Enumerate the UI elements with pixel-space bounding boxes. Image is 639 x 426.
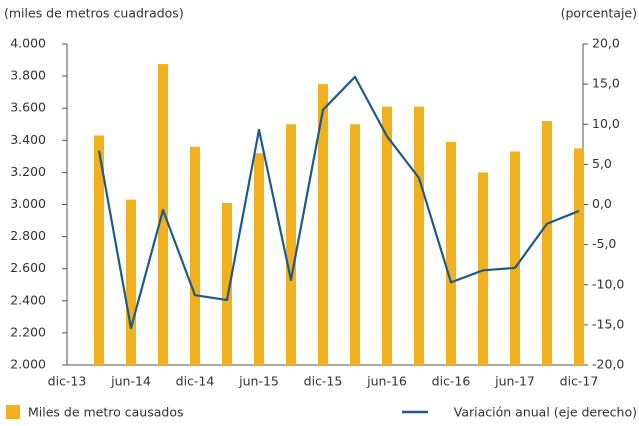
legend-label: Miles de metro causados — [28, 405, 183, 420]
y-tick-label: 3.200 — [10, 164, 46, 179]
y2-tick-label: -5,0 — [592, 236, 616, 251]
legend-label: Variación anual (eje derecho) — [454, 405, 637, 420]
y-tick-label: 3.600 — [10, 100, 46, 115]
bar — [94, 135, 104, 365]
line — [97, 75, 580, 330]
bar — [126, 199, 136, 365]
y2-tick-label: -15,0 — [592, 316, 624, 331]
y2-tick-label: 20,0 — [592, 36, 620, 51]
bar — [158, 64, 168, 365]
bar — [478, 172, 488, 365]
x-tick-label: jun-17 — [494, 374, 535, 389]
bar — [286, 124, 296, 365]
bar — [350, 124, 360, 365]
bar — [574, 148, 584, 365]
y-tick-label: 4.000 — [10, 36, 46, 51]
y-tick-label: 2.600 — [10, 260, 46, 275]
bar — [510, 151, 520, 365]
x-tick-label: dic-13 — [48, 374, 87, 389]
bar — [382, 106, 392, 365]
y2-tick-label: 0,0 — [592, 196, 612, 211]
y2-tick-label: -20,0 — [592, 357, 624, 372]
y2-tick-label: 5,0 — [592, 156, 612, 171]
bar — [542, 121, 552, 365]
legend-swatch — [6, 405, 20, 419]
x-tick-label: jun-16 — [366, 374, 407, 389]
y-tick-label: 2.400 — [10, 292, 46, 307]
y-axis-label: (miles de metros cuadrados) — [4, 6, 184, 21]
bar — [222, 202, 232, 365]
x-tick-label: jun-14 — [110, 374, 151, 389]
bar — [190, 146, 200, 365]
x-tick-label: dic-15 — [304, 374, 343, 389]
x-tick-label: dic-14 — [176, 374, 215, 389]
y-tick-label: 3.400 — [10, 132, 46, 147]
y2-tick-label: -10,0 — [592, 276, 624, 291]
y-tick-label: 2.800 — [10, 228, 46, 243]
bar — [414, 106, 424, 365]
bar — [446, 141, 456, 365]
y-tick-label: 3.000 — [10, 196, 46, 211]
bar — [254, 153, 264, 365]
y2-tick-label: 15,0 — [592, 76, 620, 91]
bar — [318, 84, 328, 365]
y-tick-label: 3.800 — [10, 68, 46, 83]
x-tick-label: jun-15 — [238, 374, 279, 389]
x-tick-label: dic-17 — [560, 374, 599, 389]
y-tick-label: 2.200 — [10, 324, 46, 339]
y-tick-label: 2.000 — [10, 357, 46, 372]
y2-tick-label: 10,0 — [592, 116, 620, 131]
x-tick-label: dic-16 — [432, 374, 471, 389]
y2-axis-label: (porcentaje) — [561, 6, 637, 21]
